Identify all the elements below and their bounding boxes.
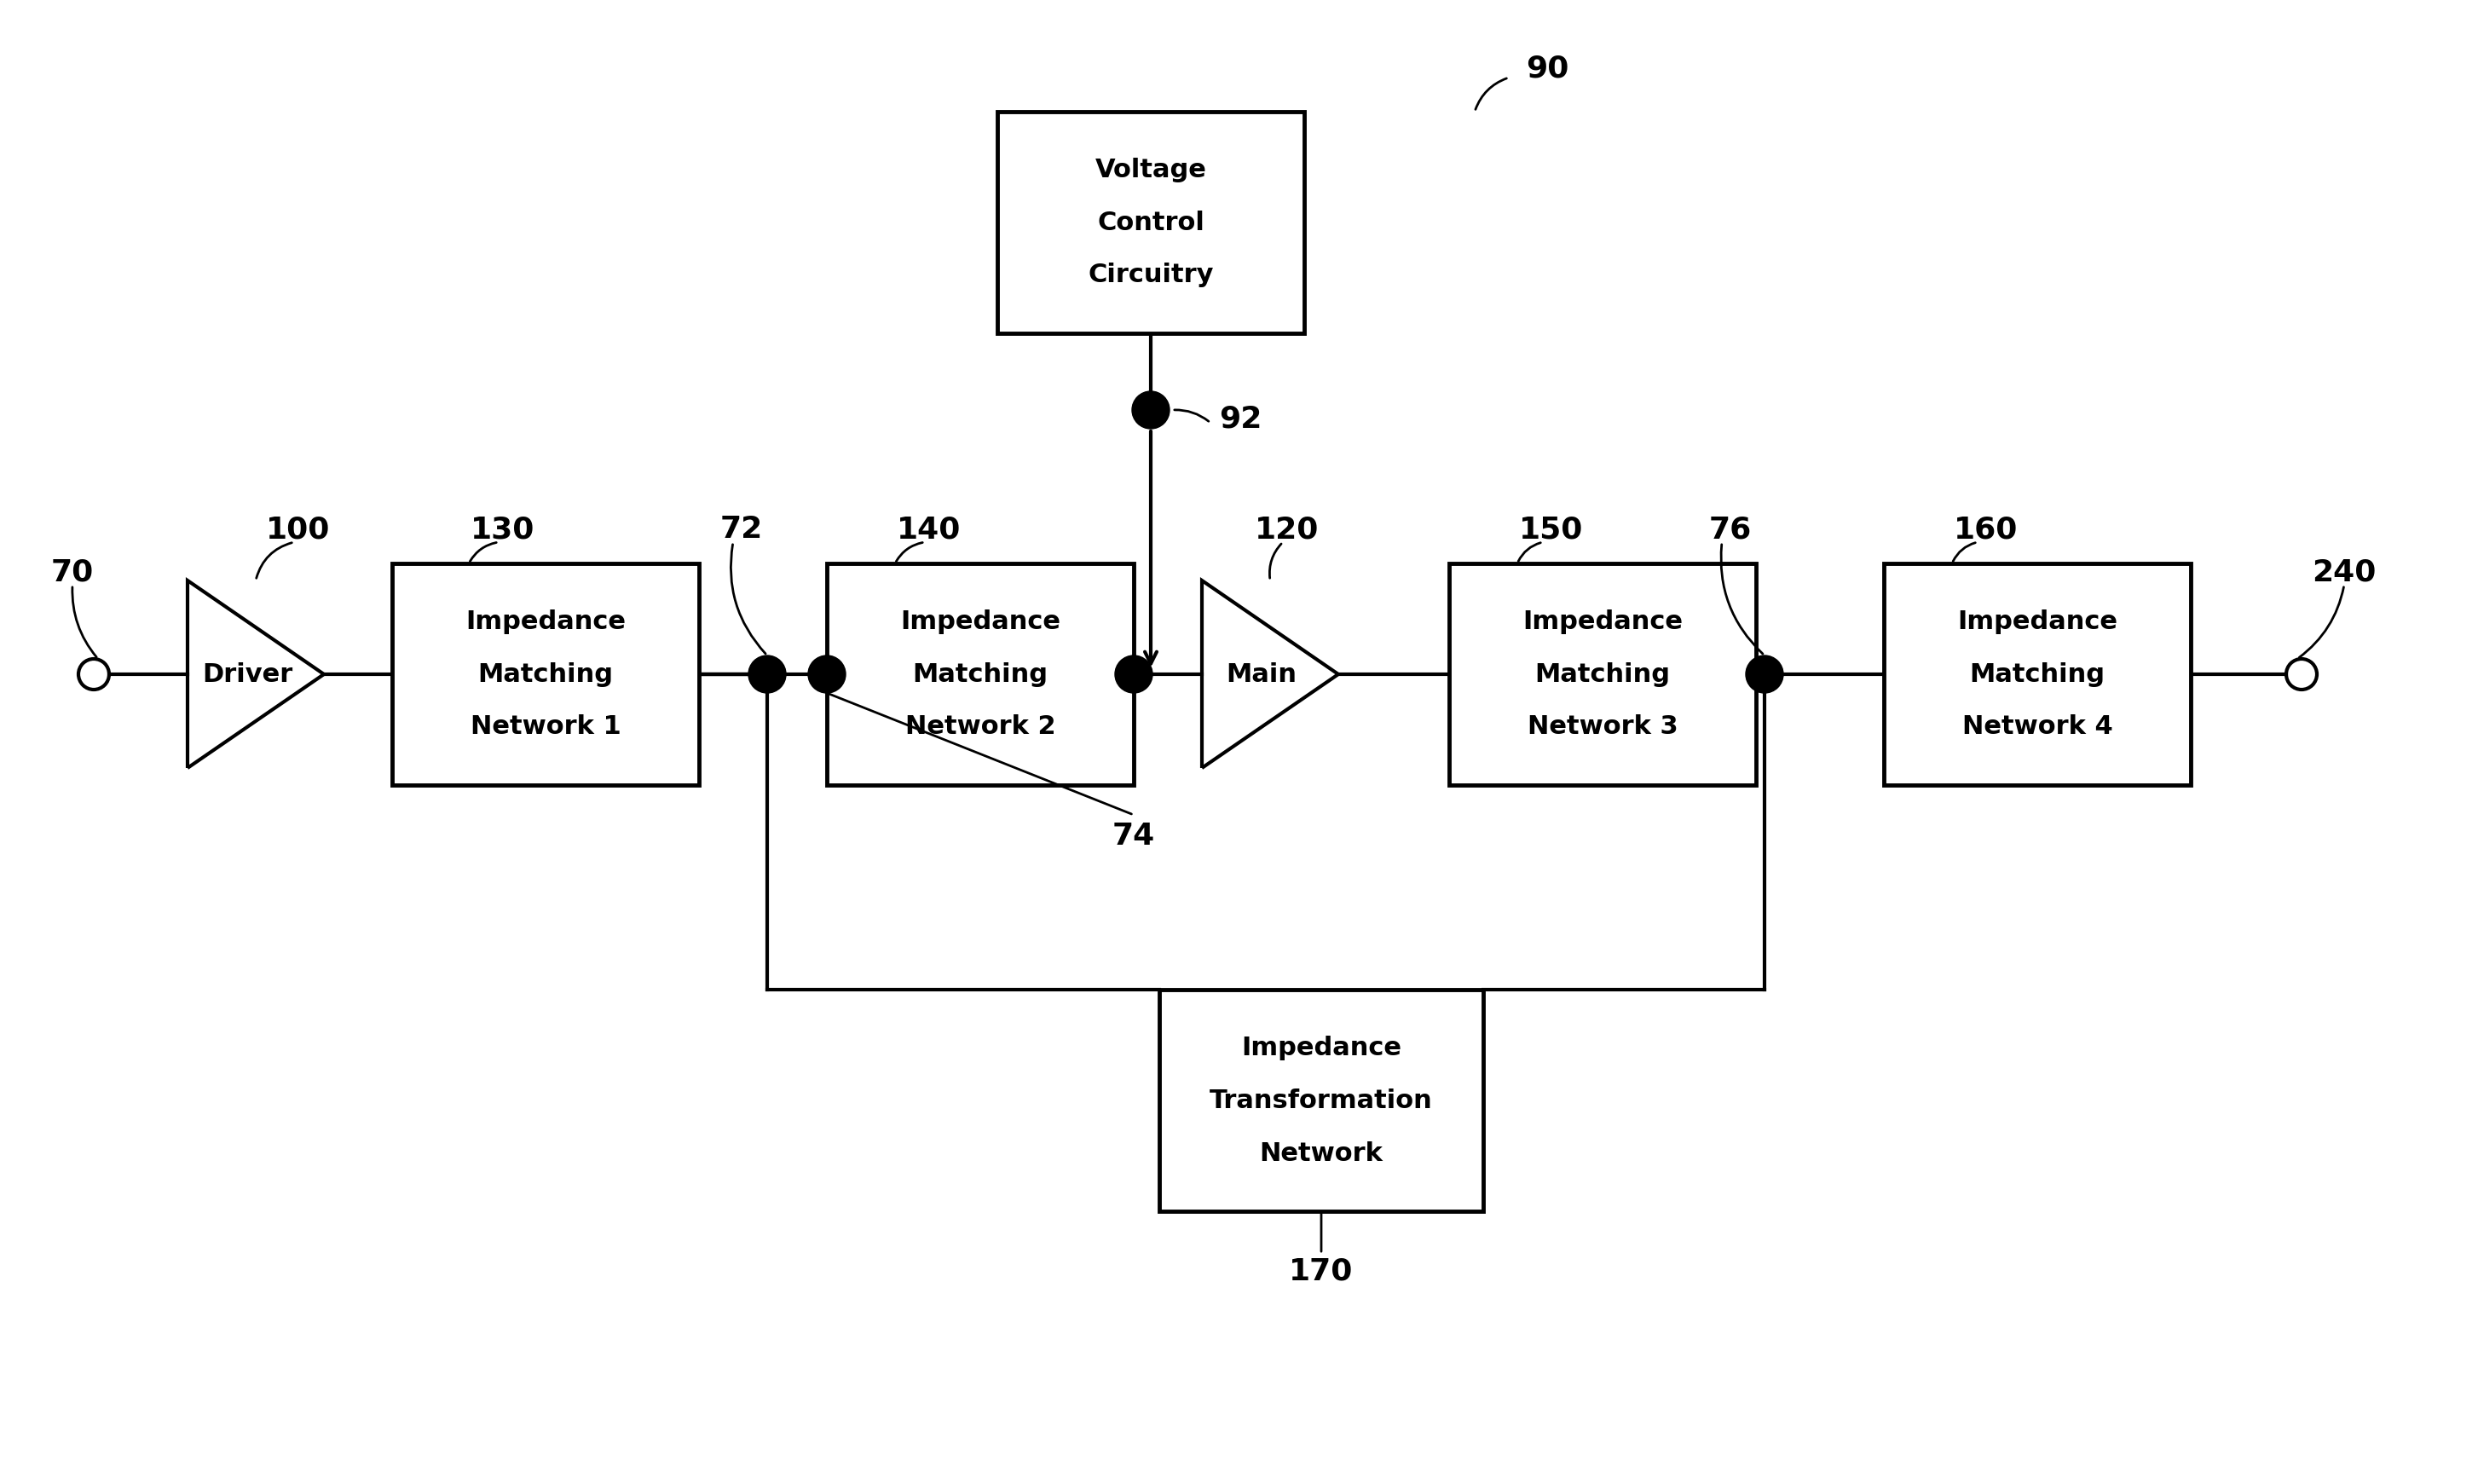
Text: 90: 90 (1526, 55, 1569, 83)
Text: Matching: Matching (1970, 662, 2106, 687)
Text: 140: 140 (897, 515, 961, 543)
Text: Impedance: Impedance (1958, 608, 2116, 634)
Bar (996, 111, 1303, 334)
Text: Control: Control (1098, 211, 1204, 234)
Text: 150: 150 (1519, 515, 1583, 543)
Text: Main: Main (1227, 662, 1296, 687)
Text: Voltage: Voltage (1095, 157, 1207, 183)
Text: 92: 92 (1219, 404, 1261, 433)
Text: 160: 160 (1955, 515, 2017, 543)
Text: Impedance: Impedance (1521, 608, 1683, 634)
Circle shape (1747, 656, 1784, 693)
Text: 100: 100 (265, 515, 330, 543)
Text: 120: 120 (1254, 515, 1318, 543)
Text: 76: 76 (1710, 515, 1752, 543)
Text: Driver: Driver (201, 662, 292, 687)
Text: Network: Network (1259, 1141, 1383, 1165)
Text: Network 1: Network 1 (471, 715, 622, 739)
Bar (1450, 564, 1757, 785)
Circle shape (808, 656, 845, 693)
Text: Circuitry: Circuitry (1088, 263, 1214, 288)
Text: Matching: Matching (912, 662, 1048, 687)
Bar (1160, 990, 1484, 1211)
Text: Matching: Matching (1534, 662, 1670, 687)
Bar (828, 564, 1135, 785)
Text: Network 2: Network 2 (904, 715, 1056, 739)
Text: Network 3: Network 3 (1526, 715, 1678, 739)
Text: Transformation: Transformation (1209, 1088, 1432, 1113)
Text: 130: 130 (471, 515, 535, 543)
Polygon shape (1202, 580, 1338, 769)
Bar (392, 564, 699, 785)
Circle shape (748, 656, 786, 693)
Text: 240: 240 (2312, 558, 2376, 586)
Text: Impedance: Impedance (466, 608, 624, 634)
Polygon shape (188, 580, 325, 769)
Circle shape (1132, 392, 1170, 429)
Text: 70: 70 (52, 558, 94, 586)
Bar (1883, 564, 2191, 785)
Circle shape (1115, 656, 1152, 693)
Text: 72: 72 (721, 515, 763, 543)
Text: Impedance: Impedance (1241, 1036, 1403, 1060)
Text: Network 4: Network 4 (1963, 715, 2114, 739)
Text: Matching: Matching (478, 662, 615, 687)
Text: 170: 170 (1289, 1257, 1353, 1285)
Text: Impedance: Impedance (900, 608, 1061, 634)
Text: 74: 74 (1113, 822, 1155, 850)
